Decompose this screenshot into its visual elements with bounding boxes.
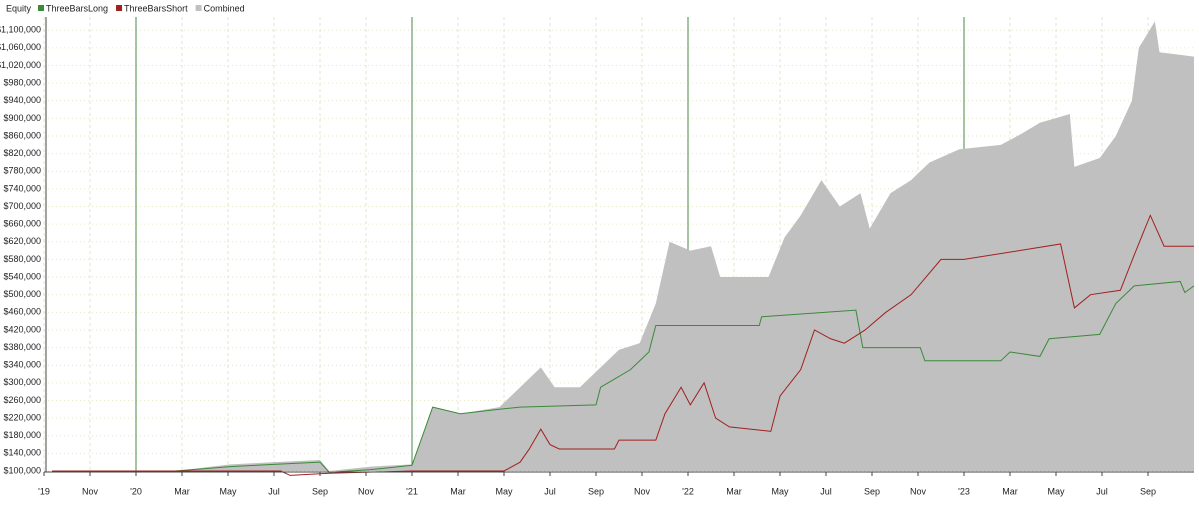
x-tick-label: Sep bbox=[312, 486, 328, 496]
y-tick-label: $660,000 bbox=[3, 219, 41, 229]
legend-label: Combined bbox=[204, 3, 245, 13]
area bbox=[52, 21, 1194, 471]
y-tick-label: $460,000 bbox=[3, 307, 41, 317]
y-tick-label: $140,000 bbox=[3, 448, 41, 458]
x-tick-label: May bbox=[219, 486, 237, 496]
y-tick-label: $1,060,000 bbox=[0, 42, 41, 52]
y-tick-label: $500,000 bbox=[3, 289, 41, 299]
legend-swatch bbox=[195, 5, 202, 11]
y-tick-label: $740,000 bbox=[3, 183, 41, 193]
x-tick-label: Jul bbox=[544, 486, 556, 496]
legend-label: ThreeBarsShort bbox=[124, 3, 188, 13]
x-tick-label: Sep bbox=[864, 486, 880, 496]
line bbox=[52, 214, 1194, 476]
x-tick-label: Jul bbox=[268, 486, 280, 496]
x-tick-label: Nov bbox=[358, 486, 375, 496]
y-tick-label: $860,000 bbox=[3, 130, 41, 140]
x-tick-label: May bbox=[495, 486, 513, 496]
x-tick-label: Sep bbox=[588, 486, 604, 496]
y-tick-label: $1,100,000 bbox=[0, 25, 41, 35]
line bbox=[52, 280, 1195, 473]
x-tick-label: Mar bbox=[1002, 486, 1018, 496]
x-tick-label: '21 bbox=[406, 486, 418, 496]
y-tick-label: $340,000 bbox=[3, 360, 41, 370]
y-tick-label: $180,000 bbox=[3, 430, 41, 440]
y-tick-label: $540,000 bbox=[3, 271, 41, 281]
x-tick-label: '22 bbox=[682, 486, 694, 496]
x-tick-label: '19 bbox=[38, 486, 50, 496]
x-tick-label: May bbox=[1047, 486, 1065, 496]
y-tick-label: $700,000 bbox=[3, 201, 41, 211]
y-tick-label: $300,000 bbox=[3, 377, 41, 387]
x-tick-label: Sep bbox=[1140, 486, 1156, 496]
chart-title: Equity bbox=[6, 3, 32, 13]
x-tick-label: Nov bbox=[82, 486, 99, 496]
legend-label: ThreeBarsLong bbox=[46, 3, 108, 13]
x-tick-label: Nov bbox=[910, 486, 927, 496]
y-tick-label: $980,000 bbox=[3, 77, 41, 87]
legend-swatch bbox=[116, 5, 123, 11]
y-tick-label: $820,000 bbox=[3, 148, 41, 158]
y-tick-label: $100,000 bbox=[3, 465, 41, 475]
y-tick-label: $780,000 bbox=[3, 166, 41, 176]
y-tick-label: $900,000 bbox=[3, 113, 41, 123]
x-tick-label: '23 bbox=[958, 486, 970, 496]
x-tick-label: '20 bbox=[130, 486, 142, 496]
x-tick-label: Mar bbox=[726, 486, 742, 496]
y-tick-label: $1,020,000 bbox=[0, 60, 41, 70]
x-tick-label: May bbox=[771, 486, 789, 496]
y-tick-label: $220,000 bbox=[3, 412, 41, 422]
x-tick-label: Mar bbox=[450, 486, 466, 496]
x-tick-label: Mar bbox=[174, 486, 190, 496]
x-tick-label: Nov bbox=[634, 486, 651, 496]
y-tick-label: $420,000 bbox=[3, 324, 41, 334]
y-tick-label: $940,000 bbox=[3, 95, 41, 105]
x-tick-label: Jul bbox=[820, 486, 832, 496]
y-tick-label: $620,000 bbox=[3, 236, 41, 246]
y-tick-label: $260,000 bbox=[3, 395, 41, 405]
y-tick-label: $380,000 bbox=[3, 342, 41, 352]
legend-swatch bbox=[38, 5, 44, 11]
y-tick-label: $580,000 bbox=[3, 254, 41, 264]
x-tick-label: Jul bbox=[1096, 486, 1108, 496]
